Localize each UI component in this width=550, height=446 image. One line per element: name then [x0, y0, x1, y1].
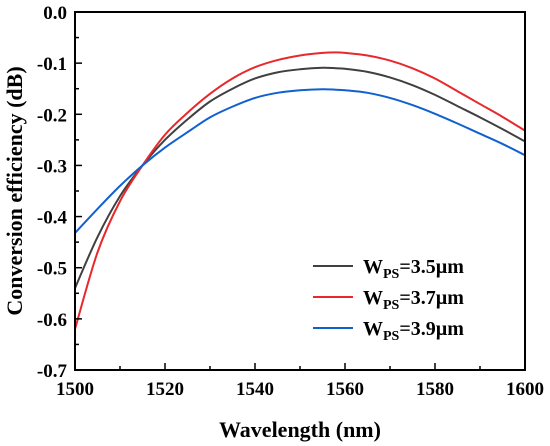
y-tick-label: 0.0 [43, 3, 67, 24]
y-tick-label: -0.6 [37, 310, 67, 331]
legend-label-1: WPS=3.5µm [363, 256, 464, 282]
plot-frame [74, 11, 526, 371]
legend-label-3: WPS=3.9µm [363, 318, 464, 344]
legend-label-rest: =3.7µm [399, 287, 464, 309]
legend-label-main: W [363, 318, 383, 340]
x-axis-title: Wavelength (nm) [219, 417, 381, 442]
y-tick-label: -0.1 [37, 54, 67, 75]
y-axis-title: Conversion efficiency (dB) [2, 66, 27, 315]
series-layer [74, 51, 526, 330]
x-tick-label: 1540 [236, 379, 274, 400]
y-tick-label: -0.4 [37, 208, 68, 229]
legend-label-main: W [363, 256, 383, 278]
series-line-1 [74, 66, 526, 289]
x-tick-label: 1600 [506, 379, 544, 400]
ticks-layer: 1500 1520 1540 1560 1580 1600 0.0 -0.1 -0.2 -0.3 -… [37, 3, 544, 400]
legend-label-subscript: PS [383, 267, 400, 282]
legend-label-subscript: PS [383, 329, 400, 344]
legend-label-main: W [363, 287, 383, 309]
x-tick-label: 1580 [416, 379, 454, 400]
x-tick-label: 1500 [56, 379, 94, 400]
y-tick-label: -0.5 [37, 259, 67, 280]
series-line-2 [74, 51, 526, 330]
x-tick-label: 1520 [146, 379, 184, 400]
legend-label-2: WPS=3.7µm [363, 287, 464, 313]
y-tick-label: -0.3 [37, 156, 67, 177]
legend-label-rest: =3.9µm [399, 318, 464, 340]
series-line-3 [74, 88, 526, 234]
legend-label-rest: =3.5µm [399, 256, 464, 278]
x-tick-label: 1560 [326, 379, 364, 400]
y-tick-label: -0.7 [37, 361, 68, 382]
y-tick-label: -0.2 [37, 105, 67, 126]
legend-label-subscript: PS [383, 298, 400, 313]
